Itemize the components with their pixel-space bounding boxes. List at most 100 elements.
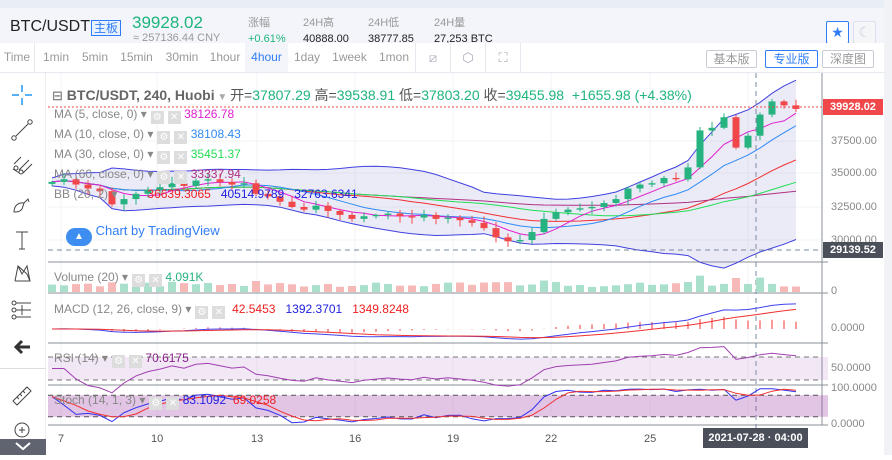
symbol-title[interactable]: BTC/USDT, 240, Huobi (66, 87, 215, 103)
interval-30min[interactable]: 30min (165, 50, 199, 64)
indicator-value: 33337.94 (190, 167, 241, 181)
chart-toolbar: Time 1min 5min 15min 30min 1hour 4hour 1… (0, 43, 884, 73)
indicator-label[interactable]: MA (5, close, 0) (54, 107, 138, 121)
volume-bar (528, 284, 536, 292)
volume-bar (324, 283, 332, 292)
candle-body (792, 105, 800, 109)
cny-price: ≈ 257136.44 CNY (133, 32, 221, 44)
volume-bar (672, 283, 680, 292)
indicator-label[interactable]: BB (20, 2) (54, 187, 109, 201)
candle-body (588, 206, 596, 209)
volume-bar (396, 285, 404, 292)
close-icon[interactable]: ✕ (174, 171, 188, 184)
volume-bar (576, 285, 584, 292)
crosshair-icon[interactable] (8, 81, 36, 109)
candle-body (768, 101, 776, 115)
pattern-icon[interactable] (8, 259, 36, 287)
indicator-label[interactable]: MACD (12, 26, close, 9) (54, 302, 183, 316)
indicator-value: 4.091K (165, 270, 204, 284)
moon-icon[interactable]: ☾ (853, 21, 876, 44)
volume-bar (480, 282, 488, 292)
pitchfork-icon[interactable] (8, 151, 36, 179)
interval-1week[interactable]: 1week (332, 50, 367, 64)
trend-line-icon[interactable] (8, 116, 36, 144)
interval-1hour[interactable]: 1hour (209, 50, 241, 64)
collapse-toolbar-button[interactable] (0, 439, 46, 455)
candle-body (756, 114, 764, 136)
market-badge: 主板 (91, 20, 122, 36)
chevron-down-icon[interactable]: ▼ (214, 92, 231, 103)
interval-15min[interactable]: 15min (120, 50, 153, 64)
interval-4hour[interactable]: 4hour (245, 43, 288, 72)
depth-chart-button[interactable]: 深度图 (822, 50, 874, 68)
interval-1min[interactable]: 1min (42, 50, 69, 64)
close-icon[interactable]: ✕ (212, 306, 226, 319)
indicator-label[interactable]: MA (10, close, 0) (54, 127, 145, 141)
indicator-label[interactable]: MA (30, close, 0) (54, 147, 145, 161)
gear-icon[interactable]: ⚙ (195, 306, 209, 319)
gear-icon[interactable]: ⚙ (157, 171, 171, 184)
gear-icon[interactable]: ⚙ (157, 151, 171, 164)
candle-body (636, 184, 644, 189)
ma5-legend: MA (5, close, 0) ▾ ⚙ ✕ 38126.78 (54, 107, 235, 124)
gear-icon[interactable]: ⚙ (150, 111, 164, 124)
volume-bar (684, 282, 692, 292)
volume-bar (648, 284, 656, 292)
star-icon[interactable]: ★ (826, 21, 849, 44)
stat-label: 24H量 (434, 17, 466, 29)
stat-label: 24H低 (368, 17, 400, 29)
volume-bar (612, 285, 620, 292)
candle-body (480, 222, 488, 229)
interval-1day[interactable]: 1day (293, 50, 321, 64)
candle-body (372, 214, 380, 217)
stat-low: 24H低 38777.85 (368, 14, 414, 45)
zoom-in-icon[interactable] (8, 416, 36, 444)
gear-icon[interactable]: ⚙ (112, 355, 126, 368)
right-scrollbar[interactable] (884, 0, 892, 455)
measure-tool-icon[interactable] (8, 296, 36, 324)
volume-bar (744, 283, 752, 292)
interval-time[interactable]: Time (3, 50, 31, 64)
tradingview-watermark[interactable]: ▲ Chart by TradingView (66, 223, 220, 246)
back-arrow-icon[interactable] (8, 333, 36, 361)
close-icon[interactable]: ✕ (174, 131, 188, 144)
collapse-icon[interactable]: ⊟ (52, 88, 63, 103)
interval-5min[interactable]: 5min (81, 50, 108, 64)
indicator-label[interactable]: Stoch (14, 1, 3) (54, 393, 137, 407)
candle-body (564, 209, 572, 213)
high-value: 39538.91 (336, 87, 396, 103)
bb-legend: BB (20, 2) ▾ 36639.3065 40514.9789 32763… (54, 187, 358, 201)
open-value: 37807.29 (252, 87, 311, 103)
interval-1mon[interactable]: 1mon (378, 50, 410, 64)
volume-bar (732, 277, 740, 292)
close-icon[interactable]: ✕ (166, 397, 180, 410)
crosshair-time-label: 2021-07-28 · 04:00 (703, 428, 808, 448)
indicator-label[interactable]: Volume (20) (54, 270, 119, 284)
ruler-icon[interactable] (8, 382, 36, 410)
fullscreen-icon[interactable]: ⛶ (498, 50, 508, 65)
date-tick: 16 (349, 433, 362, 445)
pair-name[interactable]: BTC/USDT (10, 18, 90, 35)
close-icon[interactable]: ✕ (129, 355, 143, 368)
close-icon[interactable]: ✕ (149, 274, 163, 287)
crosshair-price-label: 29139.52 (823, 242, 883, 258)
chart-type-icon[interactable]: ⧄ (428, 50, 438, 65)
brush-icon[interactable] (8, 190, 36, 218)
gear-icon[interactable]: ⚙ (149, 397, 163, 410)
gear-icon[interactable]: ⚙ (132, 274, 146, 287)
volume-bar (792, 286, 800, 292)
indicator-label[interactable]: MA (60, close, 0) (54, 167, 145, 181)
settings-icon[interactable]: ⬡ (462, 50, 474, 65)
close-icon[interactable]: ✕ (174, 151, 188, 164)
volume-bar (300, 286, 308, 292)
stat-change: 涨幅 +0.61% (248, 14, 286, 45)
indicator-label[interactable]: RSI (14) (54, 351, 99, 365)
pro-version-button[interactable]: 专业版 (765, 50, 818, 68)
text-tool-icon[interactable] (8, 226, 36, 254)
gear-icon[interactable]: ⚙ (157, 131, 171, 144)
stat-volume: 24H量 27,253 BTC (434, 14, 493, 45)
stoch-d-value: 69.0258 (232, 393, 277, 407)
volume-bar (756, 277, 764, 292)
basic-version-button[interactable]: 基本版 (706, 50, 757, 68)
close-icon[interactable]: ✕ (167, 111, 181, 124)
